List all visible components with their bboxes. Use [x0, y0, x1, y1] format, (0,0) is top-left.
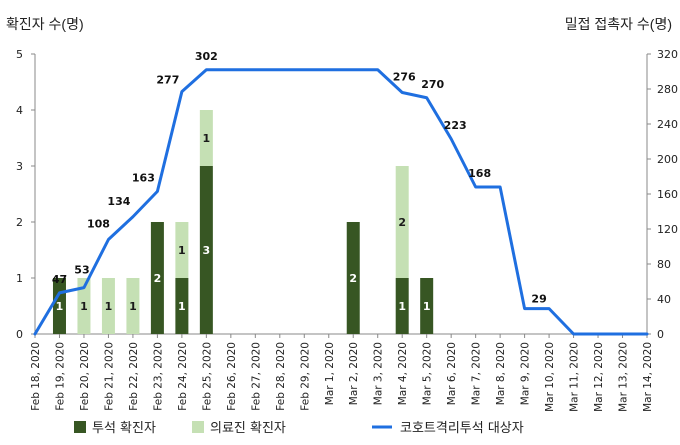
medical-staff-confirmed-bar — [199, 110, 213, 166]
right-tick-label: 40 — [657, 293, 671, 306]
dialysis-confirmed-bar — [150, 222, 164, 334]
line-value-label: 223 — [444, 119, 467, 132]
right-tick-label: 200 — [657, 153, 678, 166]
x-tick-label: Mar 8, 2020 — [495, 342, 507, 405]
x-tick-label: Feb 29, 2020 — [299, 342, 311, 411]
bar-value-label: 1 — [56, 300, 64, 313]
legend-medical-staff-confirmed-label: 의료진 확진자 — [210, 421, 286, 436]
cohort-isolation-line — [33, 68, 649, 336]
x-tick-label: Mar 7, 2020 — [471, 342, 483, 405]
left-tick-label: 3 — [16, 160, 23, 173]
medical-staff-confirmed-bar — [77, 278, 91, 334]
bar-value-label: 1 — [398, 300, 406, 313]
line-value-label: 108 — [87, 218, 110, 231]
legend-dialysis-confirmed-swatch — [74, 421, 86, 433]
left-tick-label: 2 — [16, 216, 23, 229]
line-value-label: 168 — [468, 167, 491, 180]
bar-value-label: 1 — [178, 244, 186, 257]
dialysis-confirmed-bar — [420, 278, 434, 334]
bar-value-label: 3 — [203, 244, 211, 257]
x-tick-label: Feb 24, 2020 — [177, 342, 189, 411]
bar-value-label: 2 — [154, 272, 162, 285]
x-tick-label: Mar 1, 2020 — [324, 342, 336, 405]
x-tick-label: Mar 13, 2020 — [618, 342, 630, 412]
x-tick-label: Feb 18, 2020 — [30, 342, 42, 411]
x-tick-label: Feb 27, 2020 — [250, 342, 262, 411]
right-tick-label: 320 — [657, 48, 678, 61]
medical-staff-confirmed-bar — [101, 278, 115, 334]
line-value-label: 276 — [393, 71, 416, 84]
line-value-label: 270 — [421, 78, 444, 91]
right-axis-title: 밀접 접촉자 수(명) — [564, 16, 672, 32]
bar-value-label: 2 — [398, 216, 406, 229]
legend-cohort-isolation-label: 코호트격리투석 대상자 — [400, 421, 524, 436]
x-tick-label: Mar 3, 2020 — [373, 342, 385, 405]
x-tick-label: Feb 19, 2020 — [54, 342, 66, 411]
line-value-label: 29 — [531, 293, 546, 306]
x-tick-label: Feb 22, 2020 — [128, 342, 140, 411]
bar-value-label: 2 — [349, 272, 357, 285]
legend-dialysis-confirmed-label: 투석 확진자 — [92, 421, 156, 436]
x-tick-label: Mar 10, 2020 — [544, 342, 556, 412]
x-tick-label: Mar 9, 2020 — [520, 342, 532, 405]
x-tick-label: Feb 28, 2020 — [275, 342, 287, 411]
line-value-label: 134 — [107, 195, 130, 208]
x-tick-label: Mar 6, 2020 — [446, 342, 458, 405]
bar-value-label: 1 — [129, 300, 137, 313]
dialysis-confirmed-bar — [175, 278, 189, 334]
line-value-label: 163 — [132, 171, 155, 184]
x-tick-label: Feb 23, 2020 — [152, 342, 164, 411]
x-tick-label: Feb 26, 2020 — [226, 342, 238, 411]
right-tick-label: 0 — [657, 328, 664, 341]
bar-value-label: 1 — [105, 300, 113, 313]
dialysis-confirmed-bar — [346, 222, 360, 334]
bar-value-label: 1 — [80, 300, 88, 313]
left-tick-label: 5 — [16, 48, 23, 61]
x-tick-label: Feb 25, 2020 — [201, 342, 213, 411]
x-tick-label: Mar 11, 2020 — [569, 342, 581, 412]
right-tick-label: 80 — [657, 258, 671, 271]
bar-value-label: 1 — [423, 300, 431, 313]
right-tick-label: 240 — [657, 118, 678, 131]
right-tick-label: 280 — [657, 83, 678, 96]
x-tick-label: Mar 12, 2020 — [593, 342, 605, 412]
x-tick-label: Mar 5, 2020 — [422, 342, 434, 405]
left-tick-label: 0 — [16, 328, 23, 341]
left-axis-title: 확진자 수(명) — [6, 16, 84, 32]
medical-staff-confirmed-bar — [395, 166, 409, 278]
medical-staff-confirmed-bar — [126, 278, 140, 334]
line-value-label: 277 — [156, 74, 179, 87]
x-tick-label: Feb 20, 2020 — [79, 342, 91, 411]
x-tick-label: Mar 14, 2020 — [642, 342, 654, 412]
left-tick-label: 4 — [16, 104, 23, 117]
x-tick-label: Mar 4, 2020 — [397, 342, 409, 405]
dialysis-confirmed-bar — [199, 166, 213, 334]
bar-value-label: 1 — [203, 132, 211, 145]
x-tick-label: Feb 21, 2020 — [103, 342, 115, 411]
medical-staff-confirmed-bar — [175, 222, 189, 278]
line-value-label: 47 — [52, 273, 67, 286]
left-tick-label: 1 — [16, 272, 23, 285]
legend-medical-staff-confirmed-swatch — [192, 421, 204, 433]
right-tick-label: 120 — [657, 223, 678, 236]
line-value-label: 302 — [195, 50, 218, 63]
right-tick-label: 160 — [657, 188, 678, 201]
bar-value-label: 1 — [178, 300, 186, 313]
line-value-label: 53 — [74, 264, 89, 277]
dialysis-confirmed-bar — [395, 278, 409, 334]
x-tick-label: Mar 2, 2020 — [348, 342, 360, 405]
